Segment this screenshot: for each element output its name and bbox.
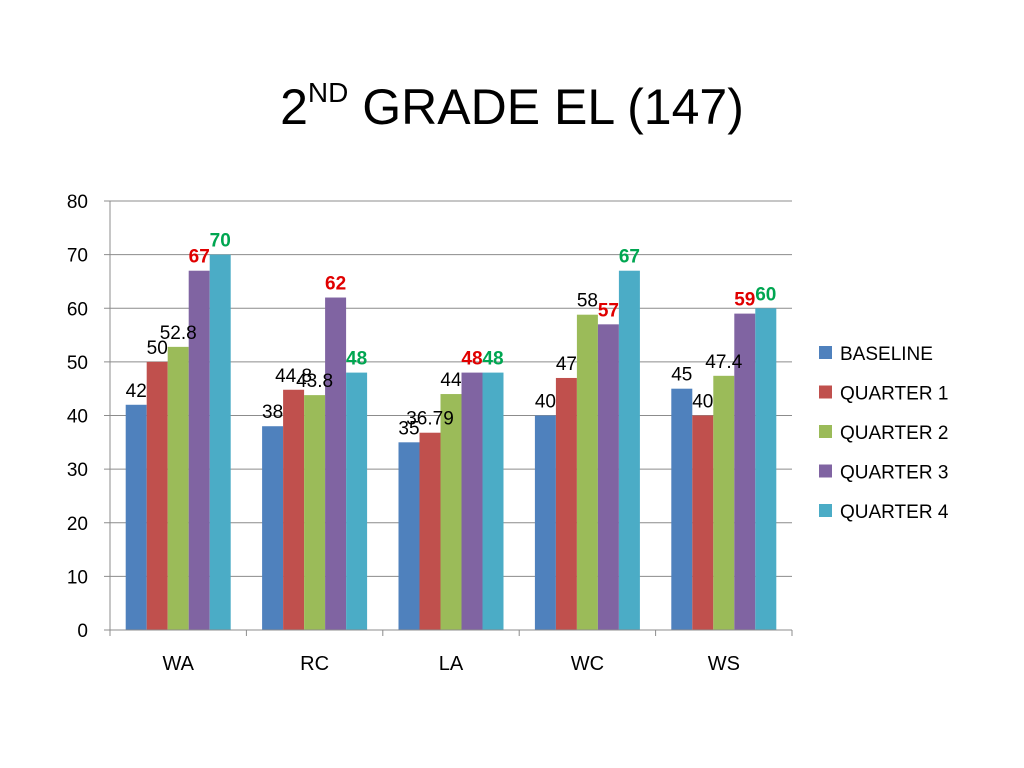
legend-label: QUARTER 4 — [840, 502, 949, 523]
y-tick-label: 10 — [67, 567, 88, 588]
y-tick-label: 80 — [67, 192, 88, 213]
x-tick-label-rc: RC — [300, 653, 329, 675]
data-label: 44 — [440, 370, 462, 391]
data-label: 58 — [577, 291, 598, 312]
data-label: 44.8 — [275, 366, 312, 387]
data-label: 70 — [210, 231, 231, 252]
y-tick-label: 20 — [67, 514, 88, 535]
legend-swatch — [819, 425, 832, 438]
bar-wc-baseline — [534, 415, 556, 630]
bar-rc-quarter-3 — [325, 297, 347, 630]
data-label: 59 — [734, 290, 755, 311]
bar-wc-quarter-3 — [597, 324, 619, 630]
data-label: 42 — [126, 381, 147, 402]
data-label: 67 — [619, 247, 640, 268]
bar-la-baseline — [398, 442, 420, 630]
x-tick-label-wa: WA — [162, 653, 194, 675]
legend-label: QUARTER 2 — [840, 423, 948, 444]
bar-wa-quarter-2 — [167, 346, 189, 630]
title-suffix: GRADE EL (147) — [348, 79, 744, 135]
data-label: 47.4 — [705, 352, 742, 373]
bar-wa-quarter-3 — [188, 270, 210, 630]
x-tick-label-ws: WS — [708, 653, 740, 675]
x-tick-label-wc: WC — [571, 653, 604, 675]
bar-ws-baseline — [671, 388, 693, 630]
bar-wa-quarter-1 — [146, 361, 168, 630]
chart-title: 2ND GRADE EL (147) — [0, 77, 1024, 136]
data-label: 40 — [692, 392, 713, 413]
title-prefix: 2 — [280, 79, 308, 135]
y-tick-label: 30 — [67, 460, 88, 481]
legend-swatch — [819, 385, 832, 399]
y-tick-label: 0 — [77, 621, 88, 642]
bar-la-quarter-3 — [461, 372, 483, 630]
bar-rc-quarter-1 — [283, 389, 305, 630]
data-label: 36.79 — [406, 409, 454, 430]
legend-label: QUARTER 3 — [840, 463, 948, 484]
bar-ws-quarter-4 — [755, 308, 777, 630]
bar-wa-baseline — [125, 404, 147, 630]
bar-ws-quarter-2 — [713, 375, 735, 630]
bar-la-quarter-2 — [440, 394, 462, 630]
data-label: 48 — [482, 349, 503, 370]
y-tick-label: 40 — [67, 407, 88, 428]
bar-la-quarter-1 — [419, 432, 441, 630]
data-label: 60 — [755, 284, 776, 305]
bars — [125, 254, 777, 630]
data-label: 45 — [671, 365, 692, 386]
data-label: 48 — [346, 349, 367, 370]
legend: BASELINE QUARTER 1 QUARTER 2 QUARTER 3 QUART… — [819, 344, 949, 523]
legend-swatch — [819, 346, 832, 359]
data-label: 67 — [189, 247, 210, 268]
bar-la-quarter-4 — [482, 372, 504, 630]
data-label: 43.8 — [296, 371, 333, 392]
bar-ws-quarter-1 — [692, 415, 714, 630]
y-tick-label: 70 — [67, 246, 88, 267]
bar-wa-quarter-4 — [209, 254, 231, 630]
bar-ws-quarter-3 — [734, 313, 756, 630]
x-tick-label-la: LA — [439, 653, 464, 675]
data-label: 35 — [398, 418, 419, 439]
y-tick-label: 60 — [67, 299, 88, 320]
data-label: 38 — [262, 402, 283, 423]
data-label: 50 — [147, 338, 168, 359]
bar-wc-quarter-1 — [555, 377, 577, 630]
legend-swatch — [819, 504, 832, 517]
legend-swatch — [819, 464, 832, 478]
data-label: 48 — [461, 349, 482, 370]
y-tick-label: 50 — [67, 353, 88, 374]
legend-label: BASELINE — [840, 344, 933, 365]
bar-rc-baseline — [262, 426, 284, 630]
data-label: 52.8 — [160, 323, 197, 344]
data-label: 40 — [535, 392, 556, 413]
data-label: 47 — [556, 354, 577, 375]
data-label: 57 — [598, 300, 619, 321]
bar-rc-quarter-4 — [346, 372, 368, 630]
bar-wc-quarter-4 — [618, 270, 640, 630]
axes: 0 10 20 30 40 50 60 70 80 WA RC LA WC WS — [67, 192, 793, 675]
title-superscript: ND — [307, 77, 349, 109]
bar-rc-quarter-2 — [304, 395, 326, 630]
legend-label: QUARTER 1 — [840, 384, 948, 405]
data-label: 62 — [325, 274, 346, 295]
bar-wc-quarter-2 — [576, 314, 598, 630]
